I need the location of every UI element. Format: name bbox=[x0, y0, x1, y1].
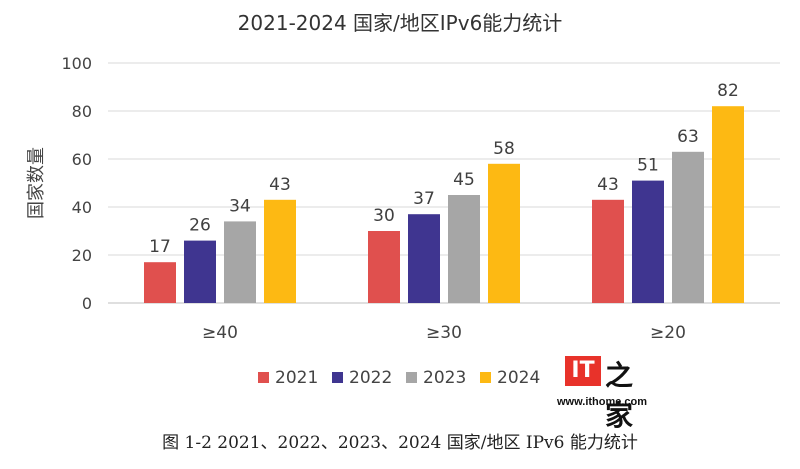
legend-label: 2023 bbox=[423, 368, 466, 388]
bar bbox=[712, 106, 744, 303]
bar bbox=[632, 180, 664, 303]
y-tick-label: 80 bbox=[72, 102, 92, 121]
data-label: 58 bbox=[493, 139, 515, 159]
bar bbox=[368, 231, 400, 303]
chart-title: 2021-2024 国家/地区IPv6能力统计 bbox=[238, 11, 563, 35]
x-axis-ticks: ≥40 ≥30 ≥20 bbox=[202, 323, 686, 343]
y-tick-label: 20 bbox=[72, 246, 92, 265]
legend: 2021 2022 2023 2024 bbox=[258, 368, 540, 388]
legend-swatch bbox=[332, 372, 343, 383]
bar bbox=[264, 199, 296, 303]
data-label: 63 bbox=[677, 127, 699, 147]
bar bbox=[144, 262, 176, 303]
legend-swatch bbox=[480, 372, 491, 383]
bar bbox=[184, 240, 216, 303]
bar bbox=[448, 195, 480, 303]
logo-glyph: 之家 bbox=[605, 359, 634, 432]
bar bbox=[224, 221, 256, 303]
legend-label: 2024 bbox=[497, 368, 540, 388]
data-label: 51 bbox=[637, 156, 659, 176]
y-tick-label: 40 bbox=[72, 198, 92, 217]
data-label: 43 bbox=[597, 175, 619, 195]
bar bbox=[488, 163, 520, 303]
legend-swatch bbox=[258, 372, 269, 383]
gridlines bbox=[108, 62, 780, 304]
data-label: 45 bbox=[453, 170, 475, 190]
legend-label: 2022 bbox=[349, 368, 392, 388]
data-label: 37 bbox=[413, 189, 435, 209]
logo-url: www.ithome.com bbox=[557, 396, 648, 408]
y-tick-label: 100 bbox=[61, 54, 92, 73]
legend-label: 2021 bbox=[275, 368, 318, 388]
data-label: 34 bbox=[229, 196, 251, 216]
x-tick-label: ≥30 bbox=[426, 323, 462, 343]
bars bbox=[144, 106, 744, 303]
data-label: 30 bbox=[373, 206, 395, 226]
y-axis-ticks: 0 20 40 60 80 100 bbox=[61, 54, 92, 313]
bar bbox=[672, 151, 704, 303]
y-axis-label: 国家数量 bbox=[26, 147, 47, 219]
bar bbox=[592, 199, 624, 303]
figure-caption: 图 1-2 2021、2022、2023、2024 国家/地区 IPv6 能力统… bbox=[162, 433, 638, 453]
data-label: 26 bbox=[189, 216, 211, 236]
y-tick-label: 0 bbox=[82, 294, 92, 313]
data-label: 17 bbox=[149, 237, 171, 257]
x-tick-label: ≥40 bbox=[202, 323, 238, 343]
data-label: 43 bbox=[269, 175, 291, 195]
data-label: 82 bbox=[717, 81, 739, 101]
watermark-logo: IT 之家 www.ithome.com bbox=[557, 356, 655, 432]
logo-mark: IT bbox=[565, 356, 601, 386]
data-labels: 17 26 34 43 30 37 45 58 43 51 63 82 bbox=[149, 81, 739, 257]
y-tick-label: 60 bbox=[72, 150, 92, 169]
legend-swatch bbox=[406, 372, 417, 383]
bar bbox=[408, 214, 440, 303]
x-tick-label: ≥20 bbox=[650, 323, 686, 343]
